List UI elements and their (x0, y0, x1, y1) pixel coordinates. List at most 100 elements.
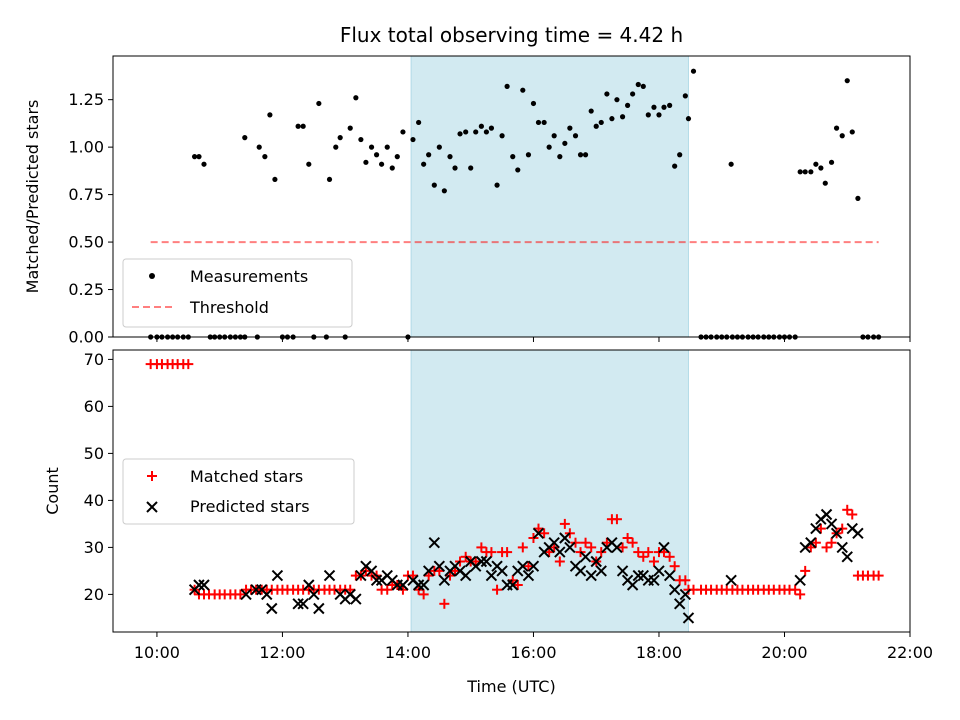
predicted-star-point (554, 546, 566, 558)
measurement-point (604, 91, 610, 97)
measurement-point (426, 152, 432, 158)
predicted-star-point (240, 588, 252, 601)
predicted-star-point (292, 598, 304, 610)
measurement-point (300, 123, 306, 129)
predicted-star-point (559, 532, 571, 544)
measurement-point (651, 104, 657, 110)
measurement-point (813, 161, 819, 167)
predicted-star-point (412, 579, 425, 591)
measurement-point (645, 112, 651, 118)
matched-star-point (790, 584, 801, 595)
predicted-star-point (852, 527, 864, 540)
predicted-star-point (574, 565, 587, 577)
predicted-star-point (438, 574, 451, 587)
predicted-star-point (825, 518, 838, 530)
matched-star-point (669, 561, 680, 572)
bottom-legend: Matched stars Predicted stars (122, 458, 355, 525)
measurement-point (478, 123, 484, 129)
measurement-point (630, 91, 636, 97)
matched-star-point (570, 537, 581, 548)
measurement-point (667, 102, 673, 108)
top-y-axis-label: Matched/Predicted stars (23, 100, 42, 294)
measurement-point (690, 68, 697, 74)
measurement-point (510, 154, 516, 160)
predicted-star-point (522, 569, 535, 582)
predicted-star-point (830, 527, 843, 540)
measurement-point (333, 144, 339, 150)
matched-star-point (492, 584, 503, 595)
matched-star-point (486, 547, 497, 558)
measurement-point (525, 152, 532, 158)
matched-star-point (622, 533, 633, 543)
measurement-point (546, 144, 552, 150)
measurement-point (410, 136, 416, 143)
measurement-point (262, 154, 268, 160)
measurement-point (373, 152, 380, 158)
measurement-point (358, 136, 364, 143)
predicted-star-point (485, 569, 498, 582)
predicted-star-point (548, 536, 560, 549)
matched-star-point (512, 580, 523, 590)
predicted-star-point (648, 574, 660, 587)
matched-star-point (826, 537, 837, 548)
measurement-point (431, 182, 437, 188)
measurement-point (316, 100, 322, 107)
measurement-point (384, 144, 390, 150)
matched-star-point (847, 509, 858, 520)
measurement-point (473, 129, 479, 135)
predicted-star-point (794, 574, 806, 587)
x-tick-label: 10:00 (134, 643, 180, 662)
predicted-star-point (810, 522, 822, 535)
top-legend: Measurements Threshold (122, 258, 353, 328)
predicted-star-point (475, 555, 488, 568)
predicted-star-point (682, 612, 695, 624)
matched-star-point (517, 542, 528, 553)
measurement-point (347, 125, 353, 131)
matched-star-point (476, 542, 487, 553)
predicted-star-point (585, 569, 597, 582)
measurement-point (468, 165, 474, 171)
measurement-point (619, 114, 626, 120)
predicted-star-point (507, 579, 519, 591)
measurement-point (306, 161, 312, 167)
measurement-point (849, 129, 855, 135)
y-tick-label: 1.00 (68, 138, 104, 157)
measurement-point (593, 123, 599, 129)
predicted-star-point (673, 598, 686, 610)
measurement-point (416, 119, 422, 126)
bottom-panel: 20 30 40 50 60 70 10:00 12:00 14:00 16:00 18:00 20… (43, 349, 933, 696)
measurement-point (483, 129, 489, 135)
predicted-star-point (668, 583, 681, 596)
matched-star-point (633, 547, 644, 558)
predicted-star-point (658, 541, 670, 554)
predicted-star-point (266, 602, 278, 615)
predicted-star-point (527, 560, 540, 572)
measurement-point (567, 125, 573, 131)
measurement-point (295, 123, 301, 129)
measurement-point (682, 93, 688, 99)
predicted-star-point (422, 565, 435, 577)
matched-star-point (586, 542, 597, 553)
predicted-star-point (820, 508, 833, 521)
predicted-star-point (397, 579, 409, 591)
measurement-point (839, 133, 845, 139)
top-x-ticks (156, 337, 911, 342)
predicted-star-point (303, 579, 315, 591)
measurement-point (557, 154, 563, 160)
predicted-star-point (417, 579, 430, 591)
legend-measurements-label: Measurements (190, 267, 308, 286)
measurement-point (551, 133, 557, 139)
predicted-star-point (428, 536, 441, 549)
measurement-point (196, 154, 202, 160)
predicted-star-point (308, 588, 320, 601)
measurement-point (242, 135, 248, 141)
matched-star-point (842, 504, 853, 515)
matched-star-point (439, 598, 450, 609)
measurement-point (504, 83, 510, 89)
measurement-point (326, 176, 333, 183)
predicted-star-point (595, 565, 607, 577)
predicted-star-point (261, 588, 273, 601)
legend-matched-label: Matched stars (190, 467, 303, 486)
y-tick-label: 0.25 (68, 280, 104, 299)
measurement-point (515, 167, 521, 173)
